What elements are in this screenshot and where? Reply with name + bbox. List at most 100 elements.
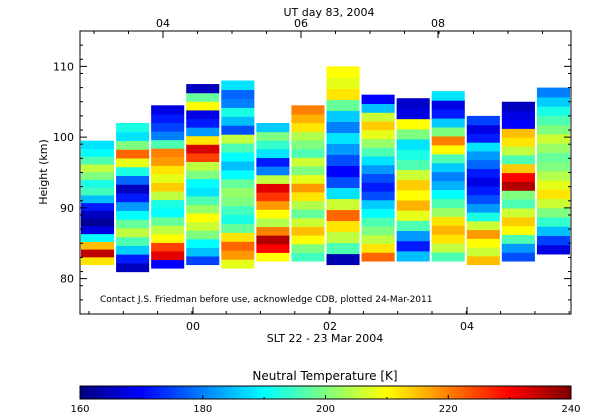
heatmap-cell (431, 216, 465, 226)
heatmap-cell (151, 208, 185, 218)
heatmap-cell (221, 160, 255, 171)
heatmap-cell (151, 242, 185, 252)
heatmap-cell (466, 229, 500, 239)
y-tick-label: 100 (53, 131, 74, 144)
heatmap-cell (221, 107, 255, 117)
heatmap-cell (151, 148, 185, 158)
heatmap-cell (501, 110, 535, 121)
bottom-axis: 00 02 04 (88, 307, 570, 333)
heatmap-cell (256, 209, 290, 219)
heatmap-cell (116, 184, 150, 194)
heatmap-cell (501, 243, 535, 253)
heatmap-cell (116, 175, 150, 185)
heatmap-cell (431, 234, 465, 244)
heatmap-cell (326, 242, 360, 255)
heatmap-cell (186, 169, 220, 180)
colorbar-tick-label: 200 (316, 404, 335, 415)
heatmap-cell (151, 113, 185, 124)
heatmap-cell (501, 145, 535, 156)
heatmap-cell (291, 139, 325, 150)
heatmap-cell (116, 245, 150, 255)
heatmap-cell (431, 126, 465, 137)
heatmap-cell (116, 262, 150, 273)
heatmap-cell (396, 118, 430, 130)
colorbar-tick-label: 180 (193, 404, 212, 415)
heatmap-cell (501, 216, 535, 227)
heatmap-cell (431, 135, 465, 146)
heatmap-cell (151, 199, 185, 209)
heatmap-cell (221, 187, 255, 198)
heatmap-cell (116, 140, 150, 150)
heatmap-cell (116, 219, 150, 229)
heatmap-cell (221, 143, 255, 153)
heatmap-cell (221, 116, 255, 126)
heatmap-cell (431, 243, 465, 253)
heatmap-cell (536, 207, 570, 218)
heatmap-cell (466, 115, 500, 126)
heatmap-cell (116, 131, 150, 142)
heatmap-cell (256, 148, 290, 159)
heatmap-cell (256, 252, 290, 262)
heatmap-cell (221, 89, 255, 99)
heatmap-cell (116, 122, 150, 133)
heatmap-cell (396, 220, 430, 232)
heatmap-cell (501, 128, 535, 138)
heatmap-cell (256, 217, 290, 228)
heatmap-cell (151, 216, 185, 226)
heatmap-cell (431, 153, 465, 164)
top-tick-label: 04 (156, 17, 170, 30)
heatmap-cell (431, 162, 465, 173)
heatmap-cell (536, 235, 570, 246)
heatmap-cell (396, 210, 430, 221)
heatmap-cell (431, 252, 465, 262)
heatmap-cell (501, 207, 535, 218)
heatmap-cell (256, 157, 290, 167)
heatmap-cell (396, 128, 430, 140)
heatmap-cell (326, 253, 360, 266)
top-axis: 04 06 08 (93, 17, 543, 38)
heatmap-cell (501, 154, 535, 165)
heatmap-cell (396, 199, 430, 211)
heatmap-cell (326, 209, 360, 222)
heatmap-cell (186, 247, 220, 257)
heatmap-cell (536, 96, 570, 107)
heatmap-cell (81, 241, 115, 250)
heatmap-cell (536, 115, 570, 126)
heatmap-cell (256, 243, 290, 253)
heatmap-cell (186, 204, 220, 214)
heatmap-cell (361, 190, 395, 201)
colorbar-tick-label: 160 (70, 404, 89, 415)
heatmap-cell (186, 101, 220, 111)
heatmap-cell (361, 103, 395, 113)
heatmap-cell (81, 233, 115, 242)
heatmap-cell (361, 217, 395, 227)
heatmap-cell (291, 148, 325, 158)
heatmap-cell (256, 200, 290, 210)
heatmap-cell (186, 230, 220, 240)
heatmap-cell (291, 200, 325, 210)
heatmap-cell (431, 207, 465, 217)
heatmap-cell (466, 142, 500, 152)
heatmap-cell (536, 198, 570, 209)
heatmap-cell (326, 99, 360, 111)
y-tick-label: 80 (60, 273, 74, 286)
heatmap-cell (221, 223, 255, 233)
heatmap-cell (361, 182, 395, 192)
heatmap-cell (81, 156, 115, 165)
heatmap-cell (256, 191, 290, 202)
heatmap-cell (466, 255, 500, 266)
heatmap-cell (361, 225, 395, 236)
heatmap-cell (501, 234, 535, 244)
heatmap-cell (501, 101, 535, 112)
colorbar-tick-label: 220 (439, 404, 458, 415)
heatmap-cell (326, 231, 360, 244)
heatmap-cell (256, 122, 290, 133)
heatmap-cell (536, 143, 570, 153)
heatmap-cell (536, 170, 570, 181)
heatmap-cell (396, 98, 430, 109)
heatmap-cell (396, 250, 430, 262)
heatmap-cell (186, 109, 220, 120)
heatmap-cell (81, 140, 115, 149)
heatmap-cell (431, 180, 465, 191)
